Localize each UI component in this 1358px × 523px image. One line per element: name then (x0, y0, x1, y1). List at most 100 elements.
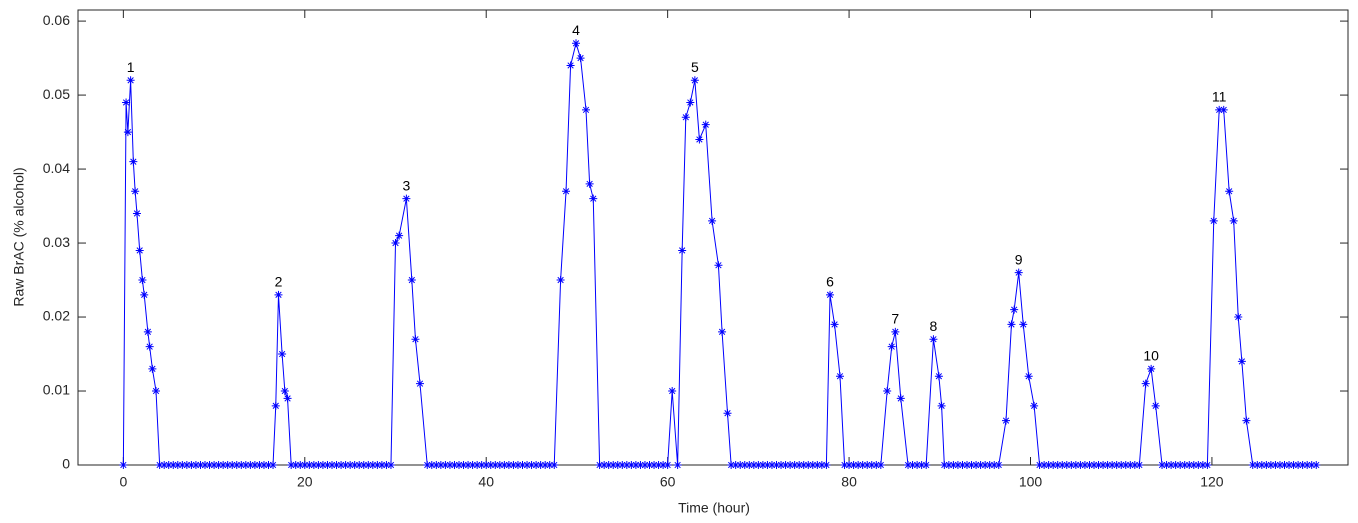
data-point (1121, 461, 1130, 469)
data-point (1058, 461, 1067, 469)
data-point (214, 461, 223, 469)
data-point (296, 461, 305, 469)
data-point (600, 461, 609, 469)
data-point (686, 98, 695, 107)
peak-label: 6 (826, 274, 834, 290)
data-point (758, 461, 767, 469)
data-point (459, 461, 468, 469)
data-point (364, 461, 373, 469)
data-point (795, 461, 804, 469)
data-point (346, 461, 355, 469)
data-point (777, 461, 786, 469)
data-point (891, 327, 900, 336)
y-tick-label: 0.05 (43, 86, 70, 102)
data-point (1167, 461, 1176, 469)
data-point (450, 461, 459, 469)
data-point (143, 327, 152, 336)
data-point (618, 461, 627, 469)
data-point (645, 461, 654, 469)
data-point (887, 342, 896, 351)
data-point (1242, 416, 1251, 425)
data-point (482, 461, 491, 469)
data-point (1019, 320, 1028, 329)
data-point (223, 461, 232, 469)
data-point (1147, 364, 1156, 373)
data-point (122, 98, 131, 107)
data-point (545, 461, 554, 469)
data-point (205, 461, 214, 469)
data-point (395, 231, 404, 240)
data-point (1035, 461, 1044, 469)
data-point (714, 261, 723, 270)
data-point (604, 461, 613, 469)
data-point (613, 461, 622, 469)
data-point (1076, 461, 1085, 469)
data-point (126, 76, 135, 85)
x-tick-label: 120 (1200, 474, 1224, 490)
data-point (745, 461, 754, 469)
data-point (350, 461, 359, 469)
data-point (1215, 105, 1224, 114)
data-point (566, 61, 575, 70)
data-point (278, 350, 287, 359)
data-point (148, 364, 157, 373)
data-point (609, 461, 618, 469)
data-point (718, 327, 727, 336)
data-point (944, 461, 953, 469)
data-point (731, 461, 740, 469)
data-point (934, 372, 943, 381)
data-point (1040, 461, 1049, 469)
data-point (160, 461, 169, 469)
data-point (727, 461, 736, 469)
data-point (1303, 461, 1312, 469)
data-point (1312, 461, 1321, 469)
data-point (576, 54, 585, 63)
data-point (386, 461, 395, 469)
data-point (1024, 372, 1033, 381)
data-point (681, 113, 690, 122)
data-point (817, 461, 826, 469)
data-point (1307, 461, 1316, 469)
x-tick-label: 0 (119, 474, 127, 490)
data-point (228, 461, 237, 469)
data-point (1151, 401, 1160, 410)
data-point (994, 461, 1003, 469)
data-point (255, 461, 264, 469)
data-point (858, 461, 867, 469)
data-point (283, 394, 292, 403)
data-point (940, 461, 949, 469)
data-point (152, 387, 161, 396)
data-point (754, 461, 763, 469)
data-point (382, 461, 391, 469)
data-point (1185, 461, 1194, 469)
data-point (1294, 461, 1303, 469)
data-point (135, 246, 144, 255)
data-point (355, 461, 364, 469)
data-point (627, 461, 636, 469)
data-point (1289, 461, 1298, 469)
data-point (427, 461, 436, 469)
data-point (922, 461, 931, 469)
data-point (695, 135, 704, 144)
data-point (985, 461, 994, 469)
data-point (1219, 105, 1228, 114)
data-point (1171, 461, 1180, 469)
data-point (455, 461, 463, 469)
data-point (328, 461, 336, 469)
data-point (1225, 187, 1234, 196)
data-point (1010, 305, 1019, 314)
data-point (872, 461, 881, 469)
data-point (883, 387, 892, 396)
data-point (541, 461, 550, 469)
x-tick-label: 100 (1019, 474, 1043, 490)
data-point (1198, 461, 1207, 469)
data-point (441, 461, 450, 469)
data-point (908, 461, 917, 469)
data-point (1253, 461, 1262, 469)
data-point (589, 194, 598, 203)
data-point (1285, 461, 1294, 469)
data-point (323, 461, 332, 469)
y-tick-label: 0.02 (43, 308, 70, 324)
data-point (1262, 461, 1271, 469)
